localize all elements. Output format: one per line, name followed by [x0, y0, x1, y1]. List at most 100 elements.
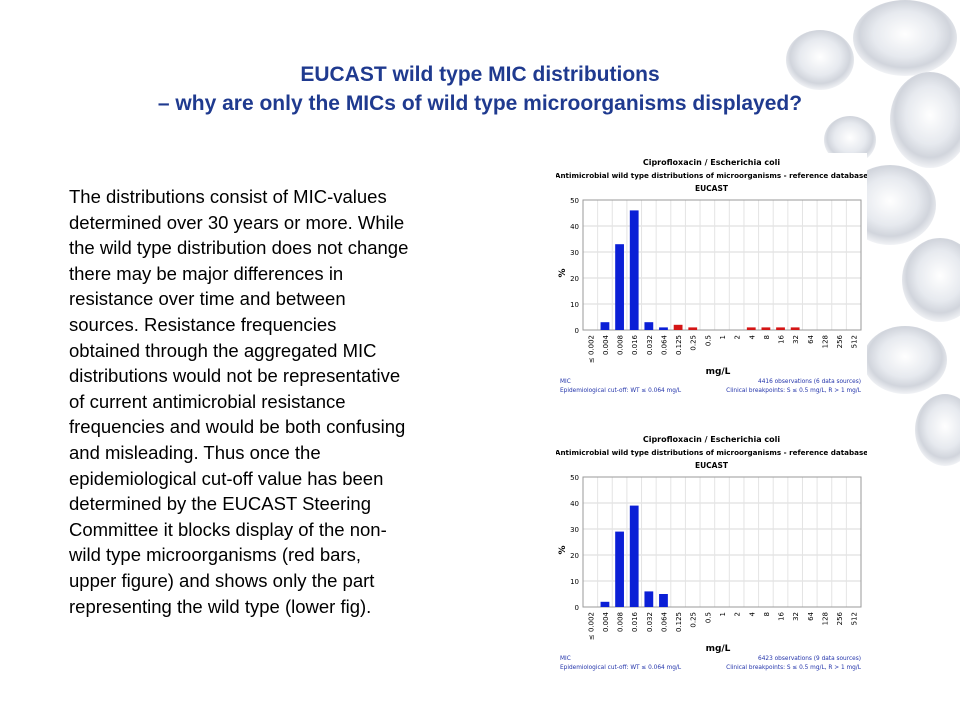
wild-type-bar — [615, 244, 624, 330]
x-tick-label: 0.016 — [631, 611, 639, 632]
chart-subtitle: Antimicrobial wild type distributions of… — [556, 448, 867, 457]
body-line: upper figure) and shows only the part — [69, 569, 375, 591]
x-tick-label: 0.008 — [617, 335, 625, 355]
y-axis-label: % — [558, 268, 568, 277]
upper-chart-svg: Ciprofloxacin / Escherichia coli Antimicr… — [556, 158, 867, 394]
footer-right-1: 4416 observations (6 data sources) — [758, 379, 861, 385]
non-wild-type-bar — [761, 327, 771, 330]
x-tick-label: 0.125 — [675, 612, 683, 632]
x-tick-label: 128 — [821, 335, 829, 348]
x-tick-label: 0.032 — [646, 335, 654, 355]
body-line: representing the wild type (lower fig). — [69, 595, 372, 617]
x-tick-label: 128 — [821, 612, 829, 625]
x-tick-label: 0.25 — [690, 612, 698, 628]
footer-right-2: Clinical breakpoints: S ≤ 0.5 mg/L, R > … — [726, 388, 862, 394]
body-line: Committee it blocks display of the non- — [69, 518, 387, 540]
wild-type-bar — [629, 210, 639, 330]
wild-type-bar — [600, 322, 610, 330]
body-line: distributions would not be representativ… — [69, 365, 401, 387]
x-tick-label: 0.5 — [704, 335, 712, 346]
chart-source: EUCAST — [695, 461, 729, 470]
non-wild-type-bar — [673, 324, 683, 330]
y-tick-label: 40 — [570, 223, 579, 231]
y-tick-label: 30 — [570, 249, 579, 257]
wild-type-bar — [659, 594, 668, 607]
x-tick-label: 8 — [763, 612, 771, 616]
body-line: and misleading. Thus once the — [69, 441, 321, 463]
x-tick-label: 0.125 — [675, 335, 683, 355]
footer-left-2: Epidemiological cut-off: WT ≤ 0.064 mg/L — [560, 665, 682, 671]
body-line: frequencies and would be both confusing — [69, 416, 406, 438]
body-line: of current antimicrobial resistance — [69, 390, 346, 412]
y-axis-label: % — [558, 545, 568, 554]
x-tick-label: 32 — [792, 335, 800, 344]
wild-type-bar — [615, 531, 624, 607]
wild-type-bar — [644, 322, 654, 330]
body-line: determined by the EUCAST Steering — [69, 493, 371, 515]
wild-type-bar — [644, 591, 654, 607]
x-tick-label: 0.5 — [704, 612, 712, 623]
x-tick-label: 16 — [778, 334, 786, 343]
non-wild-type-bar — [688, 327, 698, 330]
body-line: resistance over time and between — [69, 288, 346, 310]
x-tick-label: 0.004 — [602, 334, 610, 355]
slide-title: EUCAST wild type MIC distributions – why… — [0, 60, 960, 118]
non-wild-type-bar — [776, 327, 785, 330]
x-axis-label: mg/L — [706, 644, 731, 654]
y-tick-label: 10 — [570, 301, 579, 309]
x-tick-label: 0.016 — [631, 334, 639, 355]
footer-right-2: Clinical breakpoints: S ≤ 0.5 mg/L, R > … — [726, 665, 862, 671]
body-line: obtained through the aggregated MIC — [69, 339, 377, 361]
y-tick-label: 30 — [570, 526, 579, 534]
x-tick-label: 0.064 — [660, 334, 668, 355]
y-tick-label: 50 — [570, 474, 579, 482]
x-tick-label: 1 — [719, 335, 727, 339]
wild-type-bar — [629, 505, 639, 607]
x-tick-label: 256 — [836, 334, 844, 348]
body-paragraph: The distributions consist of MIC-values d… — [69, 184, 519, 619]
x-tick-label: 64 — [807, 334, 815, 343]
body-line: the wild type distribution does not chan… — [69, 237, 409, 259]
x-tick-label: 0.004 — [602, 611, 610, 632]
x-tick-label: 256 — [836, 611, 844, 625]
y-tick-label: 0 — [575, 327, 579, 335]
non-wild-type-bar — [790, 327, 800, 330]
x-tick-label: 512 — [851, 612, 859, 625]
footer-left-1: MIC — [560, 656, 571, 662]
upper-mic-distribution-chart: Ciprofloxacin / Escherichia coli Antimicr… — [556, 153, 867, 397]
chart-title: Ciprofloxacin / Escherichia coli — [643, 158, 781, 167]
x-tick-label: ≤ 0.002 — [587, 335, 595, 363]
lower-chart-svg: Ciprofloxacin / Escherichia coli Antimicr… — [556, 435, 867, 671]
chart-title: Ciprofloxacin / Escherichia coli — [643, 435, 781, 444]
x-tick-label: 8 — [763, 335, 771, 339]
y-tick-label: 40 — [570, 500, 579, 508]
lower-mic-distribution-chart: Ciprofloxacin / Escherichia coli Antimicr… — [556, 430, 867, 677]
body-line: wild type microorganisms (red bars, — [69, 544, 361, 566]
body-line: The distributions consist of MIC-values — [69, 186, 387, 207]
y-tick-label: 20 — [570, 552, 579, 560]
x-tick-label: 2 — [734, 335, 742, 339]
body-line: sources. Resistance frequencies — [69, 313, 337, 335]
x-tick-label: 0.008 — [617, 612, 625, 632]
y-tick-label: 0 — [575, 604, 579, 612]
x-tick-label: 0.25 — [690, 335, 698, 351]
x-tick-label: 0.032 — [646, 612, 654, 632]
footer-left-1: MIC — [560, 379, 571, 385]
y-tick-label: 50 — [570, 197, 579, 205]
body-line: epidemiological cut-off value has been — [69, 467, 384, 489]
x-tick-label: 2 — [734, 612, 742, 616]
footer-right-1: 6423 observations (9 data sources) — [758, 656, 861, 662]
non-wild-type-bar — [746, 327, 756, 330]
x-tick-label: 4 — [748, 334, 756, 339]
body-line: determined over 30 years or more. While — [69, 211, 405, 233]
x-tick-label: 4 — [748, 611, 756, 616]
x-tick-label: 0.064 — [660, 611, 668, 632]
slide-title-line-1: EUCAST wild type MIC distributions — [300, 63, 660, 86]
x-tick-label: 1 — [719, 612, 727, 616]
wild-type-bar — [659, 327, 668, 330]
body-line: there may be major differences in — [69, 262, 344, 284]
x-tick-label: ≤ 0.002 — [587, 612, 595, 640]
y-tick-label: 10 — [570, 578, 579, 586]
slide-title-line-2: – why are only the MICs of wild type mic… — [157, 92, 803, 115]
